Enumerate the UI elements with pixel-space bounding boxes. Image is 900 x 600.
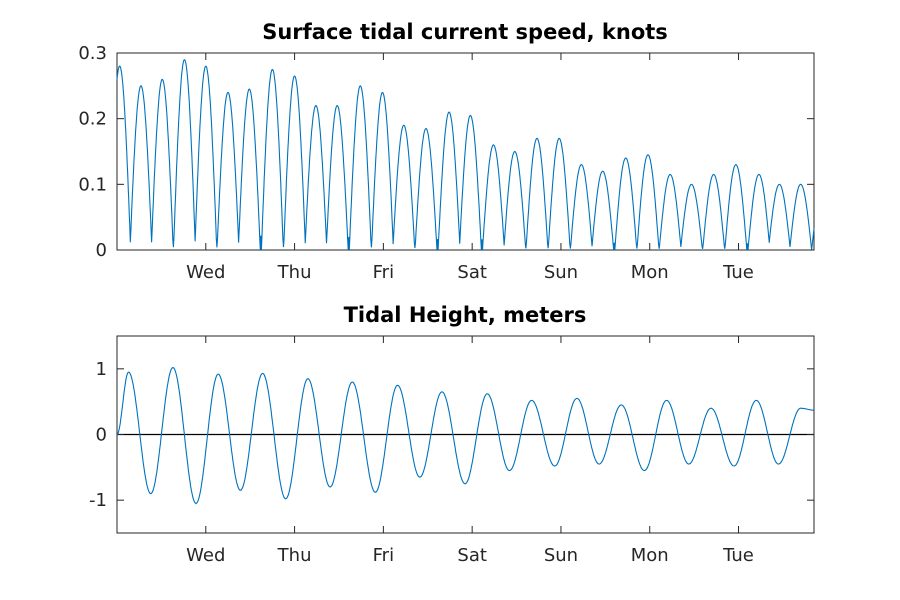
current-speed-ytick-label: 0.1 [78, 174, 107, 195]
tidal-height-ytick-label: 1 [96, 359, 107, 380]
current-speed-ytick-label: 0.3 [78, 43, 107, 64]
tidal-height-title: Tidal Height, meters [344, 303, 587, 327]
current-speed-line [116, 59, 815, 251]
current-speed-xtick-label: Wed [186, 262, 225, 283]
tidal-height-panel: Tidal Height, meters -1 0 1 Wed Thu Fri Sat Sun… [89, 303, 815, 566]
current-speed-ytick-label: 0 [96, 240, 107, 261]
tidal-height-xtick-label: Sun [544, 545, 578, 566]
current-speed-xtick-label: Mon [631, 262, 669, 283]
current-speed-xtick-label: Sun [544, 262, 578, 283]
tidal-height-xtick-label: Tue [722, 545, 754, 566]
tidal-height-xtick-label: Wed [186, 545, 225, 566]
tidal-height-ytick-label: -1 [89, 490, 107, 511]
tidal-height-xtick-label: Thu [277, 545, 312, 566]
current-speed-xtick-label: Sat [457, 262, 487, 283]
tidal-height-ticks: -1 0 1 Wed Thu Fri Sat Sun Mon Tue [89, 336, 814, 566]
tidal-height-ytick-label: 0 [96, 425, 107, 446]
tidal-height-xtick-label: Fri [373, 545, 394, 566]
tidal-height-xtick-label: Mon [631, 545, 669, 566]
current-speed-ticks: 0 0.1 0.2 0.3 Wed Thu Fri Sat Sun Mon Tue [78, 43, 814, 283]
current-speed-xtick-label: Tue [722, 262, 754, 283]
current-speed-panel: Surface tidal current speed, knots 00.10… [78, 20, 815, 283]
current-speed-xtick-label: Thu [277, 262, 312, 283]
tidal-height-xtick-label: Sat [457, 545, 487, 566]
tidal-height-line [116, 366, 814, 505]
current-speed-ytick-label: 0.2 [78, 109, 107, 130]
current-speed-title: Surface tidal current speed, knots [262, 20, 668, 44]
current-speed-xtick-label: Fri [373, 262, 394, 283]
